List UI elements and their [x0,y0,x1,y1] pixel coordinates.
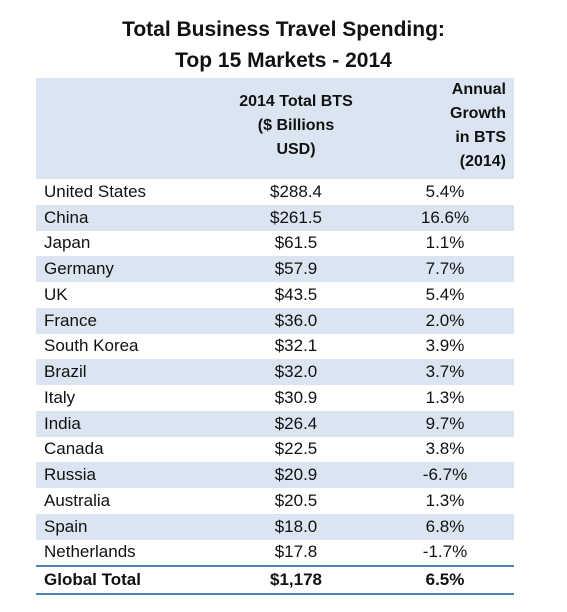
bts-cell: $30.9 [274,387,318,407]
growth-header-line: in BTS [455,129,506,146]
market-cell: Canada [44,439,104,459]
market-cell: France [44,310,97,330]
table-row: China $261.5 16.6% [36,204,514,231]
bts-cell: $32.0 [274,362,318,382]
bts-cell: $36.0 [274,310,318,330]
bts-header-line: USD) [276,141,316,158]
title-line-1: Total Business Travel Spending: [122,18,445,41]
growth-header-line: (2014) [459,153,506,170]
bts-cell: $20.9 [274,465,318,485]
growth-cell: 7.7% [425,259,465,279]
growth-cell: 5.4% [425,284,465,304]
bts-header-line: 2014 Total BTS [239,93,353,110]
bts-cell: $43.5 [274,284,318,304]
title-line-2: Top 15 Markets - 2014 [175,49,392,72]
growth-header-line: Growth [450,105,506,122]
table-row: Netherlands $17.8 -1.7% [36,540,514,566]
table-body: United States $288.4 5.4% China $261.5 16.6% J… [36,179,514,565]
growth-cell: 16.6% [420,207,470,227]
bts-cell: $61.5 [274,233,318,253]
market-cell: Brazil [44,362,87,382]
growth-cell: 1.3% [425,387,465,407]
bts-cell: $32.1 [274,336,318,356]
market-cell: Russia [44,465,96,485]
table-row: United States $288.4 5.4% [36,179,514,205]
growth-cell: -6.7% [422,465,468,485]
growth-cell: 6.8% [425,516,465,536]
table-row: Russia $20.9 -6.7% [36,462,514,488]
growth-cell: 2.0% [425,310,465,330]
table-row: India $26.4 9.7% [36,410,514,437]
bts-cell: $261.5 [270,207,322,227]
table-title: Total Business Travel Spending: Top 15 M… [0,14,567,76]
growth-cell: 3.7% [425,362,465,382]
bts-column-header: 2014 Total BTS ($ Billions USD) [216,90,376,162]
growth-cell: 1.1% [425,233,465,253]
market-cell: China [44,207,89,227]
market-cell: Spain [44,516,88,536]
table-row: Australia $20.5 1.3% [36,488,514,514]
growth-cell: -1.7% [422,542,468,562]
bts-cell: $26.4 [274,413,318,433]
market-cell: Netherlands [44,542,136,562]
table-row: Spain $18.0 6.8% [36,513,514,540]
table-row: Brazil $32.0 3.7% [36,359,514,385]
total-row: Global Total $1,178 6.5% [36,565,514,595]
growth-cell: 9.7% [425,413,465,433]
table-row: Germany $57.9 7.7% [36,256,514,282]
bts-cell: $17.8 [274,542,318,562]
growth-cell: 5.4% [425,181,465,201]
markets-table: 2014 Total BTS ($ Billions USD) Annual G… [36,78,514,595]
table-row: Japan $61.5 1.1% [36,231,514,257]
growth-header-line: Annual [451,81,506,98]
market-cell: Japan [44,233,91,253]
bts-cell: $22.5 [274,439,318,459]
market-cell: Australia [44,490,111,510]
bts-cell: $18.0 [274,516,318,536]
table-row: Canada $22.5 3.8% [36,437,514,463]
bts-cell: $20.5 [274,490,318,510]
growth-cell: 3.9% [425,336,465,356]
market-cell: Italy [44,387,76,407]
bts-cell: $57.9 [274,259,318,279]
growth-cell: 1.3% [425,490,465,510]
market-cell: UK [44,284,68,304]
total-growth: 6.5% [425,570,465,590]
market-cell: Germany [44,259,114,279]
table-row: France $36.0 2.0% [36,307,514,334]
bts-header-line: ($ Billions [257,117,335,134]
table-header: 2014 Total BTS ($ Billions USD) Annual G… [36,78,514,179]
table-row: Italy $30.9 1.3% [36,385,514,411]
market-cell: United States [44,181,147,201]
market-cell: India [44,413,81,433]
growth-column-header: Annual Growth in BTS (2014) [406,78,506,174]
growth-cell: 3.8% [425,439,465,459]
table-row: South Korea $32.1 3.9% [36,334,514,360]
market-cell: South Korea [44,336,139,356]
total-bts: $1,178 [270,570,322,590]
total-label: Global Total [44,570,141,590]
table-row: UK $43.5 5.4% [36,282,514,308]
bts-cell: $288.4 [270,181,322,201]
